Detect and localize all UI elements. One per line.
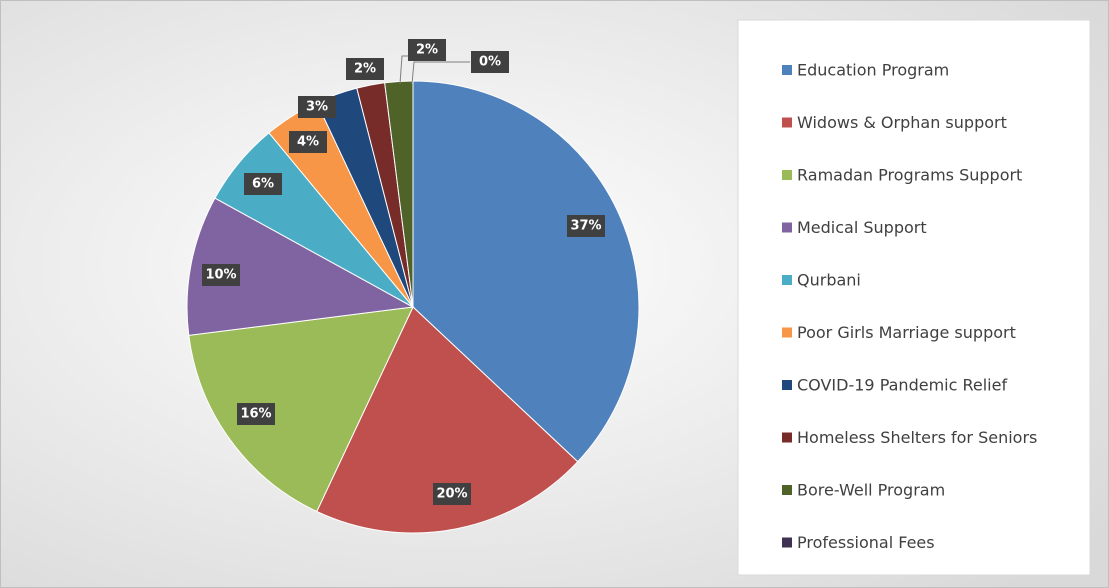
legend-marker bbox=[782, 380, 792, 390]
legend-marker bbox=[782, 327, 792, 338]
data-labels: 37% 20% 16% 10% 6% 4% 3% 2% 2% 0% bbox=[202, 39, 605, 505]
legend-label: Poor Girls Marriage support bbox=[797, 323, 1016, 342]
label-box bbox=[244, 173, 282, 195]
label-box bbox=[202, 264, 240, 286]
data-label: 6% bbox=[252, 177, 274, 192]
legend-marker bbox=[782, 170, 792, 180]
data-label: 4% bbox=[297, 135, 319, 150]
legend-label: Homeless Shelters for Seniors bbox=[797, 428, 1037, 447]
leader-line bbox=[399, 55, 410, 85]
legend-marker bbox=[782, 432, 792, 443]
data-label: 37% bbox=[570, 219, 601, 234]
label-box bbox=[471, 51, 509, 73]
legend-label: Education Program bbox=[797, 61, 949, 80]
pie-slice bbox=[188, 306, 414, 513]
legend-marker bbox=[782, 537, 792, 548]
pie-slice bbox=[316, 306, 579, 534]
label-box bbox=[298, 96, 336, 118]
pie-slice bbox=[186, 197, 415, 336]
legend-marker bbox=[782, 485, 792, 495]
data-label: 2% bbox=[416, 43, 438, 58]
legend-marker bbox=[782, 65, 792, 75]
data-label: 10% bbox=[205, 268, 236, 283]
label-box bbox=[237, 403, 275, 425]
data-label: 16% bbox=[240, 407, 271, 422]
label-box bbox=[289, 131, 327, 153]
data-label: 20% bbox=[436, 487, 467, 502]
pie-slice bbox=[412, 80, 640, 463]
legend-label: COVID-19 Pandemic Relief bbox=[797, 376, 1007, 395]
label-box bbox=[567, 215, 605, 237]
label-box bbox=[433, 483, 471, 505]
legend-label: Qurbani bbox=[797, 271, 861, 290]
leader-line bbox=[411, 61, 470, 85]
pie bbox=[186, 80, 640, 534]
legend-label: Ramadan Programs Support bbox=[797, 166, 1022, 185]
legend-marker bbox=[782, 275, 792, 285]
legend-label: Bore-Well Program bbox=[797, 481, 945, 500]
legend-marker bbox=[782, 222, 792, 233]
data-label: 3% bbox=[306, 100, 328, 115]
legend: Education Program Widows & Orphan support… bbox=[782, 61, 1037, 552]
legend-marker bbox=[782, 117, 792, 128]
legend-label: Widows & Orphan support bbox=[797, 113, 1007, 132]
label-box bbox=[346, 58, 384, 80]
data-label: 0% bbox=[479, 55, 501, 70]
label-box bbox=[408, 39, 446, 61]
legend-box bbox=[737, 19, 1091, 576]
legend-label: Medical Support bbox=[797, 218, 927, 237]
legend-label: Professional Fees bbox=[797, 533, 935, 552]
data-label: 2% bbox=[354, 62, 376, 77]
